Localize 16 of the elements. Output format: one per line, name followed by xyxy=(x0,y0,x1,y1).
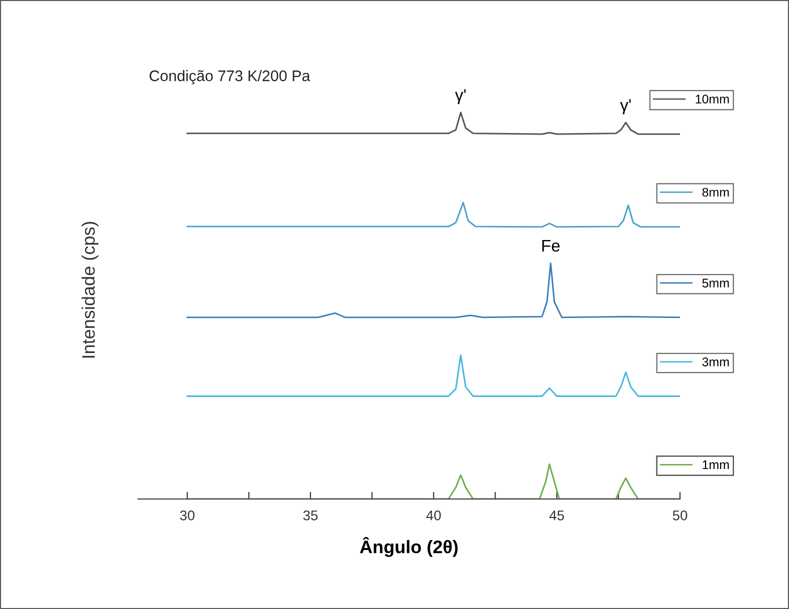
x-tick-label: 50 xyxy=(672,510,688,520)
legend-label: 1mm xyxy=(702,460,729,470)
legend-label: 3mm xyxy=(702,357,729,366)
x-tick-label: 40 xyxy=(426,510,441,520)
y-axis-title: Intensidade (cps) xyxy=(82,222,98,358)
x-tick-label: 30 xyxy=(180,510,194,520)
x-tick-label: 45 xyxy=(549,510,564,520)
legend-label: 5mm xyxy=(702,278,729,288)
x-tick-label: 35 xyxy=(303,510,318,520)
x-axis-title: Ângulo (2θ) xyxy=(360,536,458,557)
legend-label: 10mm xyxy=(696,94,729,104)
annotation: γ' xyxy=(455,89,466,104)
annotation: γ' xyxy=(620,99,631,114)
annotation: Fe xyxy=(542,240,560,252)
legend-label: 8mm xyxy=(702,188,729,197)
chart-title: Condição 773 K/200 Pa xyxy=(150,70,310,84)
